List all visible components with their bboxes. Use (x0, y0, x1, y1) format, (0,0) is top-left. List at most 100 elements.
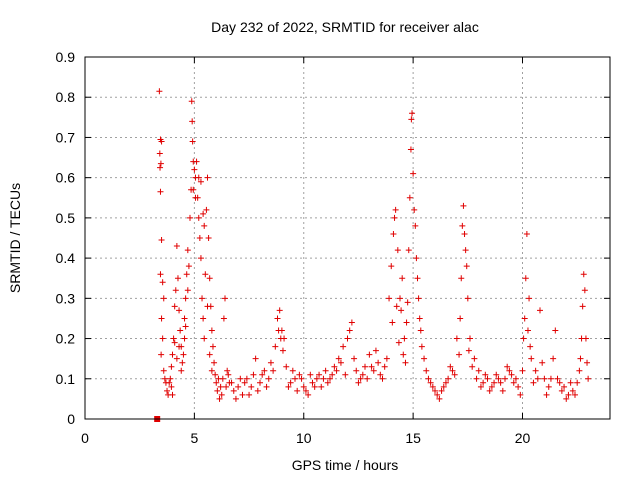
data-point (351, 355, 358, 362)
data-point (195, 174, 202, 181)
data-point (342, 371, 349, 378)
data-point (497, 379, 504, 386)
data-point (279, 347, 286, 354)
data-point (451, 371, 458, 378)
data-point (545, 383, 552, 390)
data-point (362, 363, 368, 370)
data-point (581, 287, 588, 294)
data-point (261, 367, 268, 374)
y-tick-label: 0.2 (56, 331, 76, 347)
data-point (353, 367, 360, 374)
data-point (246, 391, 253, 398)
data-point (556, 379, 563, 386)
data-point (320, 375, 327, 382)
data-point (436, 395, 443, 402)
data-point (412, 222, 419, 229)
data-point (377, 371, 384, 378)
data-point (287, 379, 294, 386)
data-point (208, 327, 215, 334)
data-point (213, 379, 220, 386)
data-point (159, 335, 166, 342)
data-point (414, 275, 421, 282)
data-point (307, 371, 314, 378)
data-point (156, 88, 163, 95)
data-point (395, 339, 402, 346)
data-point (177, 327, 184, 334)
data-point (184, 287, 191, 294)
data-point (263, 383, 270, 390)
data-point (173, 355, 180, 362)
x-tick-label: 10 (296, 430, 312, 446)
data-point (388, 263, 395, 270)
data-point (270, 367, 277, 374)
data-point (158, 138, 165, 145)
data-point (204, 303, 211, 310)
data-point (368, 363, 375, 370)
data-point (327, 375, 333, 382)
data-point (206, 275, 213, 282)
data-point (413, 255, 420, 262)
data-point (205, 235, 212, 241)
data-point (174, 275, 181, 282)
data-point (372, 347, 379, 354)
data-point (197, 255, 204, 262)
data-point (222, 295, 228, 302)
data-point (157, 271, 164, 278)
data-point (201, 222, 208, 229)
data-point (156, 150, 163, 157)
data-point (168, 363, 175, 370)
data-point (432, 387, 438, 394)
data-point (188, 98, 195, 105)
data-point (176, 307, 183, 314)
data-point (510, 379, 517, 386)
data-point (543, 391, 550, 398)
data-point (442, 379, 449, 386)
x-tick-label: 5 (190, 430, 198, 446)
data-point (190, 186, 197, 193)
data-point (276, 307, 283, 314)
data-point (447, 363, 454, 370)
data-point (541, 375, 548, 382)
data-point (193, 158, 200, 165)
data-point (558, 387, 565, 394)
data-point (324, 379, 331, 386)
data-point (329, 371, 336, 378)
data-point (337, 359, 344, 366)
data-point (199, 295, 206, 302)
data-point (463, 263, 470, 270)
data-point (402, 359, 409, 366)
data-point (172, 287, 179, 294)
data-point (528, 355, 535, 362)
data-point (200, 315, 207, 322)
data-point (166, 379, 173, 386)
data-point (521, 315, 528, 322)
data-point (577, 355, 584, 362)
data-point (456, 351, 463, 358)
data-point (179, 359, 186, 366)
data-point (381, 363, 388, 370)
data-point (405, 247, 412, 254)
data-point (584, 359, 591, 366)
data-point (488, 383, 495, 390)
data-point (393, 303, 400, 310)
data-point (537, 307, 543, 314)
data-point (406, 194, 413, 201)
data-point (171, 303, 178, 310)
data-point (283, 363, 290, 370)
axis-tick-labels: 0 0.1 0.2 0.3 0.4 0.5 0.6 0.7 0.8 0.9 0 5 10 15 20 (56, 49, 531, 446)
data-point (160, 367, 167, 374)
x-tick-label: 0 (81, 430, 89, 446)
data-point (386, 295, 393, 302)
data-point (248, 383, 255, 390)
data-point (464, 295, 471, 302)
data-point (313, 375, 320, 382)
data-point (223, 383, 230, 390)
data-point (411, 206, 418, 213)
data-point (366, 351, 373, 358)
data-point (574, 379, 581, 386)
data-point (182, 323, 189, 330)
data-point (305, 391, 312, 398)
data-point (184, 247, 191, 254)
data-point (409, 110, 416, 117)
